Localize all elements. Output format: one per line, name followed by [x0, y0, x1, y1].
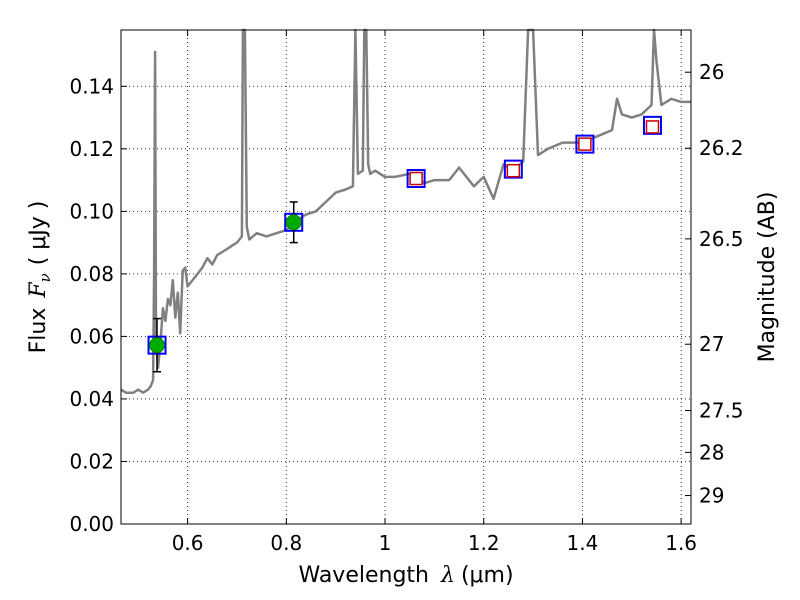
spectrum-layer — [120, 28, 691, 394]
y-tick-label: 0.10 — [69, 199, 114, 223]
x-tick-label: 1.4 — [567, 531, 599, 555]
x-tick-label: 1.2 — [468, 531, 500, 555]
x-tick-label: 1.6 — [665, 531, 697, 555]
y2-tick-label: 26.5 — [699, 227, 744, 251]
predicted-square — [578, 137, 592, 151]
y2-axis-label: Magnitude (AB) — [755, 192, 780, 363]
observed-point — [149, 337, 165, 354]
observed-point — [285, 214, 302, 231]
y2-tick-label: 27 — [699, 332, 724, 356]
plot-frame — [120, 29, 692, 525]
x-tick-label: 0.6 — [172, 531, 204, 555]
y-tick-label: 0.02 — [69, 449, 114, 473]
model-box — [503, 159, 523, 179]
grid — [121, 30, 691, 525]
spectrum-line — [120, 28, 691, 394]
axis-ticks: 0.6 0.8 1 1.2 1.4 1.6 0.00 0.02 0.04 0.06 0.08 0.10… — [69, 30, 744, 555]
model-box — [406, 169, 426, 189]
x-tick-label: 1 — [379, 531, 392, 555]
x-axis-label: Wavelength λ (μm) — [298, 563, 513, 588]
predicted-square — [645, 120, 660, 134]
model-box — [643, 115, 663, 135]
predicted-square — [409, 171, 423, 186]
y2-tick-label: 29 — [699, 484, 724, 508]
y-axis-label: FluxFν( μJy ) — [26, 201, 54, 354]
x-tick-label: 0.8 — [270, 531, 302, 555]
y2-tick-label: 28 — [699, 440, 724, 464]
y2-tick-label: 26 — [699, 60, 724, 84]
y2-tick-label: 27.5 — [699, 399, 744, 423]
y-tick-label: 0.04 — [69, 387, 114, 411]
y2-tick-label: 26.2 — [699, 136, 744, 160]
model-box — [575, 134, 595, 154]
predicted-square — [506, 163, 521, 178]
y-tick-label: 0.00 — [69, 512, 114, 536]
y-tick-label: 0.08 — [69, 262, 114, 286]
y-tick-label: 0.14 — [69, 74, 114, 98]
y-tick-label: 0.06 — [69, 324, 114, 348]
photometry-layer — [147, 115, 663, 373]
y-tick-label: 0.12 — [69, 137, 114, 161]
